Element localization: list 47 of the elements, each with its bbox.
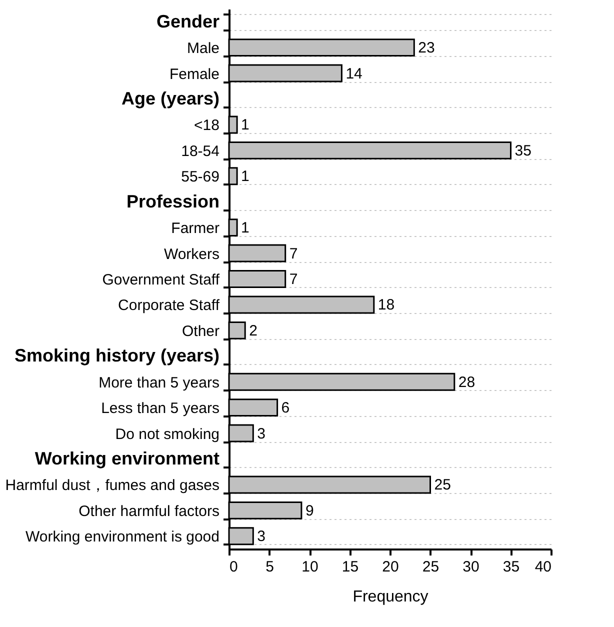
x-tick-label: 10 (302, 558, 318, 576)
y-tick-label: Age (years) (121, 88, 220, 108)
data-label: 28 (458, 374, 476, 391)
y-tick-label: Do not smoking (115, 426, 220, 443)
x-tick-label: 0 (230, 558, 238, 576)
data-label: 1 (241, 116, 250, 134)
x-axis-title: Frequency (352, 588, 428, 606)
y-tick-label: Working environment (34, 448, 220, 468)
data-label: 35 (514, 142, 532, 160)
y-tick-label: Smoking history (years) (14, 346, 220, 366)
x-tick-label: 20 (382, 558, 399, 576)
y-tick-label: Corporate Staff (118, 297, 220, 314)
x-tick-label: 25 (422, 558, 440, 576)
x-tick-label: 30 (462, 558, 480, 576)
y-tick-label: 55-69 (181, 168, 220, 186)
y-tick-label: More than 5 years (98, 374, 220, 392)
x-tick-label: 15 (342, 558, 359, 576)
data-label: 23 (418, 40, 435, 57)
data-label: 14 (346, 65, 362, 82)
x-tick-label: 5 (266, 558, 274, 576)
data-label: 7 (289, 245, 298, 262)
y-tick-label: <18 (194, 117, 220, 134)
y-tick-label: Other (182, 322, 220, 340)
data-label: 1 (241, 168, 250, 186)
data-label: 25 (434, 476, 451, 494)
y-tick-label: Workers (164, 246, 220, 263)
data-label: 2 (249, 322, 258, 340)
y-tick-label: Gender (156, 11, 220, 32)
y-tick-label: Working environment is good (26, 528, 220, 546)
data-label: 18 (378, 296, 395, 314)
y-tick-label: Female (169, 66, 220, 83)
y-tick-label: 18-54 (181, 142, 220, 160)
y-tick-label: Profession (126, 191, 220, 212)
data-label: 3 (257, 425, 266, 442)
y-tick-label: Less than 5 years (101, 400, 220, 418)
y-tick-label: Harmful dust，fumes and gases (5, 477, 220, 494)
y-tick-label: Farmer (171, 220, 220, 238)
y-tick-label: Government Staff (102, 272, 220, 288)
data-label: 6 (281, 400, 290, 417)
y-tick-label: Other harmful factors (78, 502, 220, 520)
x-tick-label: 40 (534, 558, 552, 576)
x-tick-label: 35 (502, 558, 520, 576)
data-label: 3 (257, 528, 266, 546)
data-label: 1 (241, 220, 250, 237)
data-label: 7 (289, 271, 298, 288)
data-label: 9 (305, 502, 314, 520)
y-tick-label: Male (186, 40, 220, 58)
